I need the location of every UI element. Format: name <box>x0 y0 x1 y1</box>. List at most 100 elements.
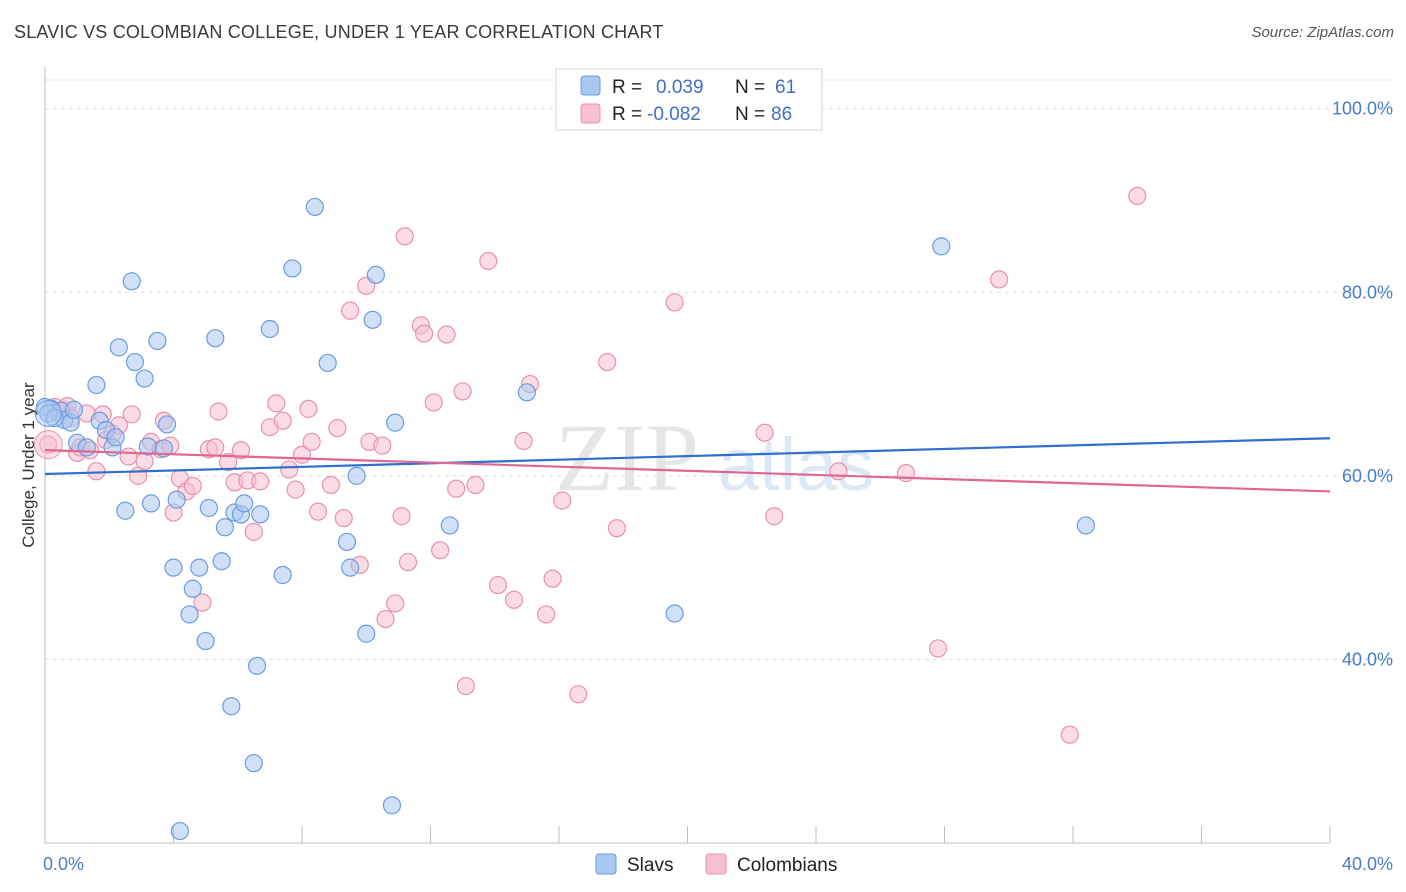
watermark-atlas: atlas <box>718 423 874 506</box>
colombians-point <box>755 423 774 442</box>
legend-r-label-colombians: R = <box>612 104 642 125</box>
series-legend-label-slavs: Slavs <box>627 855 673 876</box>
legend-swatch-colombians <box>580 103 601 124</box>
source-credit: Source: ZipAtlas.com <box>1251 24 1394 41</box>
colombians-point <box>424 393 443 412</box>
slavs-point <box>125 352 145 372</box>
slavs-point-large <box>34 399 62 427</box>
colombians-point <box>990 270 1009 289</box>
colombians-point <box>386 594 405 613</box>
slavs-point <box>347 466 366 485</box>
colombians-point <box>537 605 556 624</box>
slavs-point <box>665 604 684 623</box>
colombians-point <box>231 441 251 460</box>
legend-swatch-slavs <box>580 75 601 96</box>
colombians-point <box>193 593 212 612</box>
colombians-point <box>453 382 472 401</box>
colombians-point <box>135 452 154 471</box>
chart-title: SLAVIC VS COLOMBIAN COLLEGE, UNDER 1 YEA… <box>14 22 664 42</box>
slavs-point <box>170 821 190 841</box>
slavs-point <box>337 532 357 552</box>
colombians-point <box>334 508 353 528</box>
slavs-point <box>164 558 183 577</box>
slavs-point <box>196 631 215 651</box>
legend-n-value-slavs: 61 <box>775 77 796 98</box>
slavs-point <box>109 338 128 357</box>
colombians-point <box>119 447 138 466</box>
colombians-trend-line <box>44 449 1331 493</box>
colombians-point-large <box>33 430 63 460</box>
colombians-point <box>829 462 848 481</box>
slavs-point <box>244 754 263 773</box>
legend-n-value-colombians: 86 <box>771 104 792 125</box>
colombians-point <box>607 519 626 538</box>
colombians-point <box>431 541 450 560</box>
colombians-point <box>341 301 360 320</box>
slavs-point <box>199 498 218 518</box>
x-tick-label: 40.0% <box>1342 854 1393 874</box>
trend-lines <box>44 437 1331 493</box>
slavs-point <box>247 656 267 675</box>
slavs-point <box>116 501 135 520</box>
colombians-point <box>479 251 498 271</box>
colombians-point <box>280 460 299 479</box>
colombians-point <box>665 293 684 312</box>
slavs-point <box>141 494 161 513</box>
stats-legend: R = 0.039 N = 61 R = -0.082 N = 86 <box>555 68 823 131</box>
slavs-point <box>305 197 324 217</box>
slavs-point <box>440 516 459 535</box>
colombians-point <box>321 475 341 495</box>
slavs-point <box>260 319 279 339</box>
slavs-point <box>1076 516 1095 535</box>
colombians-point <box>765 507 784 526</box>
y-tick-label: 40.0% <box>1342 649 1393 669</box>
colombians-point <box>122 405 141 424</box>
slavs-point <box>222 697 241 716</box>
slavs-point <box>64 400 84 419</box>
slavs-point <box>517 383 536 402</box>
colombians-point <box>504 590 524 609</box>
colombians-point <box>219 452 238 472</box>
slavs-point <box>77 438 96 457</box>
colombians-point <box>488 575 508 595</box>
y-axis-label: College, Under 1 year <box>19 382 38 548</box>
colombians-point <box>456 676 475 696</box>
slavs-point <box>382 796 402 815</box>
colombians-point <box>395 227 414 246</box>
grid-lines <box>45 79 1393 660</box>
series-legend-label-colombians: Colombians <box>737 855 837 876</box>
colombians-point <box>598 352 617 372</box>
colombians-point <box>206 438 225 457</box>
slavs-points <box>34 197 1095 841</box>
colombians-point <box>299 399 318 418</box>
y-tick-label: 60.0% <box>1342 466 1393 486</box>
slavs-point <box>318 353 337 373</box>
colombians-point <box>328 419 347 438</box>
slavs-point <box>154 439 173 458</box>
colombians-point <box>514 431 533 451</box>
colombians-point <box>1060 725 1079 744</box>
slavs-point <box>206 329 225 348</box>
colombians-point <box>302 432 321 451</box>
slavs-point <box>183 579 202 598</box>
colombians-point <box>928 639 948 658</box>
slavs-point <box>386 413 405 432</box>
legend-r-value-colombians: -0.082 <box>647 104 701 125</box>
slavs-point <box>363 310 382 329</box>
colombians-point <box>87 462 106 481</box>
colombians-point <box>398 553 418 572</box>
colombians-point <box>543 569 562 588</box>
slavs-point <box>135 369 154 388</box>
colombians-point <box>414 324 434 343</box>
series-legend: Slavs Colombians <box>595 853 837 876</box>
slavs-point <box>180 605 199 624</box>
series-legend-swatch-slavs <box>595 853 617 875</box>
legend-r-label-slavs: R = <box>612 77 642 98</box>
colombians-point <box>286 480 305 499</box>
slavs-point <box>366 265 385 284</box>
slavs-point <box>157 415 177 434</box>
tick-labels: 40.0% 60.0% 80.0% 100.0% 0.0% 40.0% <box>43 99 1393 874</box>
slavs-point <box>251 505 270 524</box>
colombians-point <box>244 522 263 541</box>
colombians-point <box>569 685 588 704</box>
